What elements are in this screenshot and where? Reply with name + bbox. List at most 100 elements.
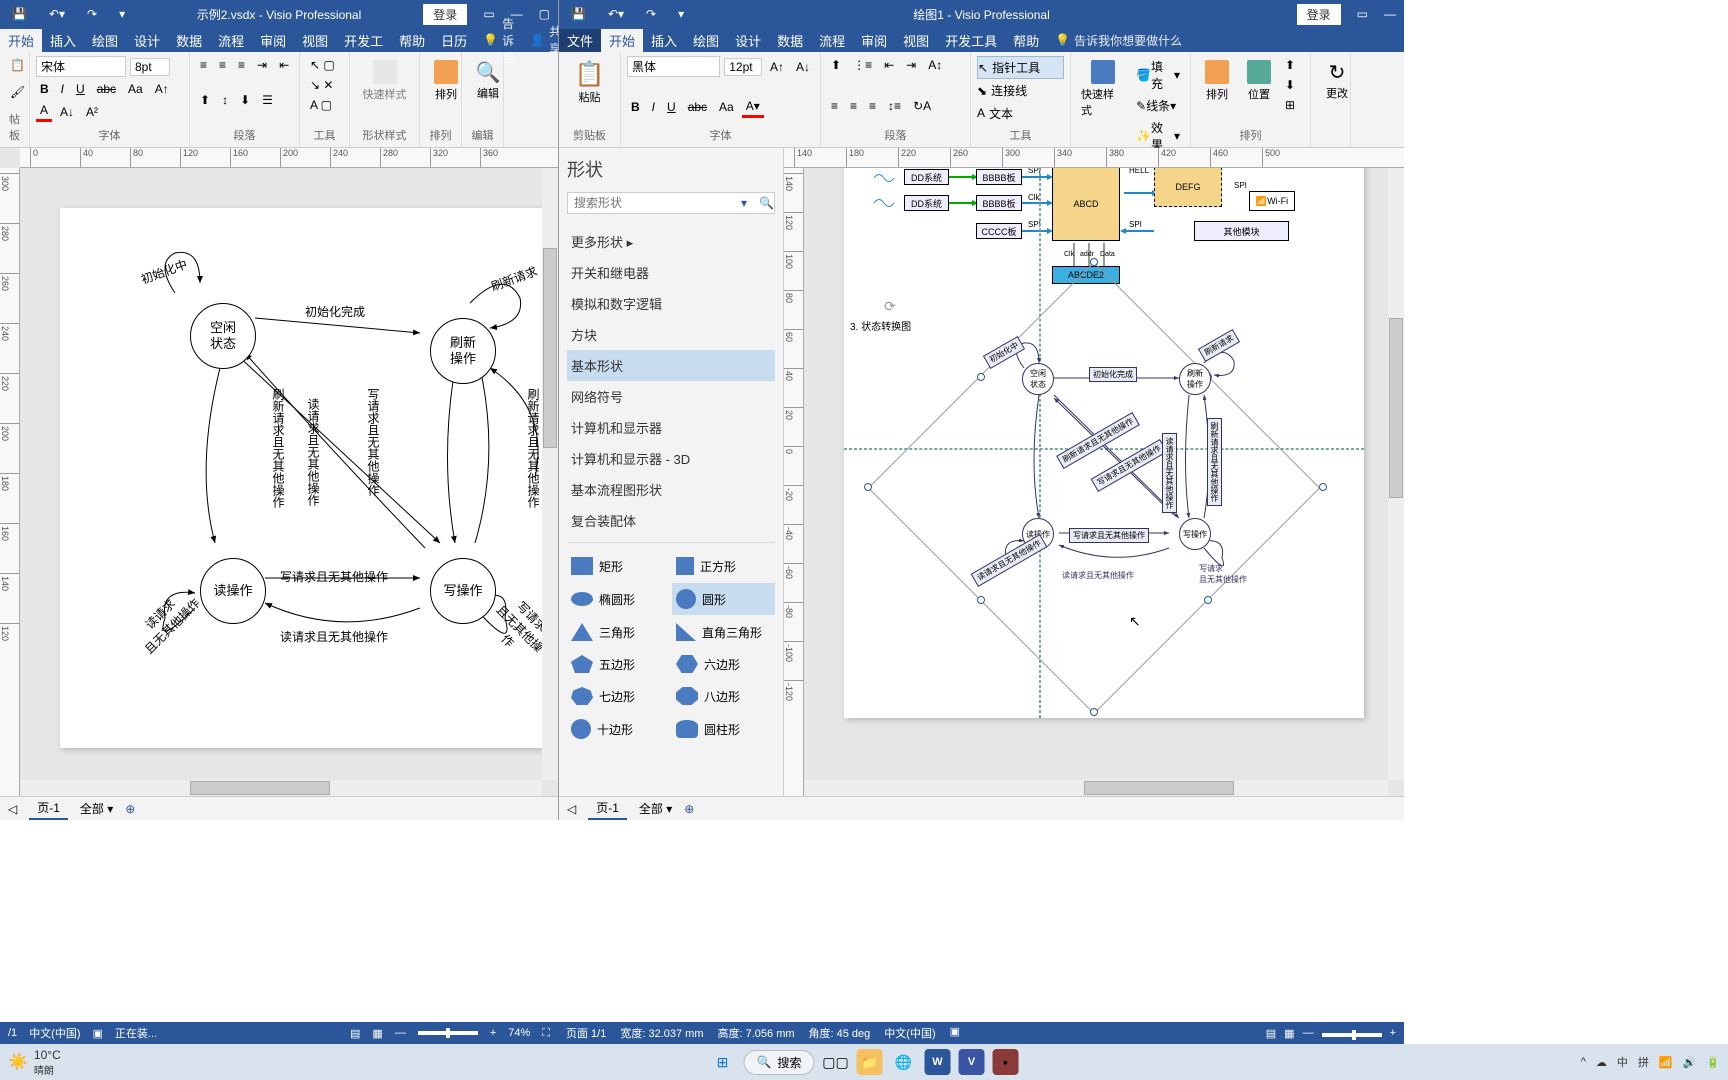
- mini-state-diagram[interactable]: 空闲 状态 刷新 操作 读操作 写操作 初始化中 初始化完成 刷新请求 刷新请求…: [914, 323, 1274, 623]
- tab-design[interactable]: 设计: [126, 29, 168, 52]
- nav-prev-icon[interactable]: ◁: [8, 802, 17, 816]
- right-canvas[interactable]: DD系统 DD系统 BBBB板 BBBB板 CCCC板 ABCD DEFG 📶 …: [804, 168, 1388, 780]
- add-sheet-icon[interactable]: ⊕: [684, 802, 694, 816]
- sel-handle-s[interactable]: [1090, 708, 1098, 716]
- left-scrollbar-h[interactable]: [20, 780, 542, 796]
- shape-rtriangle[interactable]: 直角三角形: [672, 617, 775, 647]
- explorer-icon[interactable]: 📁: [856, 1049, 882, 1075]
- block-diagram[interactable]: DD系统 DD系统 BBBB板 BBBB板 CCCC板 ABCD DEFG 📶 …: [854, 168, 1354, 283]
- quickstyle-button[interactable]: 快速样式: [356, 56, 413, 106]
- left-scrollbar-v[interactable]: [542, 168, 558, 780]
- font-size-select[interactable]: 12pt: [724, 58, 762, 76]
- add-sheet-icon[interactable]: ⊕: [125, 802, 135, 816]
- tab-process[interactable]: 流程: [811, 29, 853, 52]
- text-tool[interactable]: A 文本: [977, 103, 1064, 124]
- send-back-icon[interactable]: ⬇: [1281, 76, 1299, 94]
- undo-icon[interactable]: ↶▾: [600, 3, 632, 25]
- tab-design[interactable]: 设计: [727, 29, 769, 52]
- bullets-icon[interactable]: ☰: [258, 91, 277, 109]
- format-painter-icon[interactable]: 🖌: [6, 83, 29, 101]
- tab-data[interactable]: 数据: [168, 29, 210, 52]
- login-button[interactable]: 登录: [423, 4, 467, 25]
- arrange-button[interactable]: 排列: [1197, 56, 1237, 114]
- cat-block[interactable]: 方块: [567, 319, 775, 350]
- state-idle[interactable]: 空闲 状态: [190, 303, 256, 369]
- zoom-in-icon[interactable]: +: [490, 1027, 496, 1039]
- search-icon[interactable]: 🔍: [753, 193, 780, 213]
- tab-calendar[interactable]: 日历: [433, 29, 475, 52]
- zoom-value[interactable]: 74%: [508, 1027, 530, 1039]
- sel-handle-w[interactable]: [864, 483, 872, 491]
- cat-switch[interactable]: 开关和继电器: [567, 257, 775, 288]
- status-lang[interactable]: 中文(中国): [884, 1025, 935, 1041]
- shape-cylinder[interactable]: 圆柱形: [672, 713, 775, 745]
- shape-pentagon[interactable]: 五边形: [567, 649, 670, 679]
- view-present-icon[interactable]: ▦: [372, 1027, 382, 1040]
- pointer-tool-icon[interactable]: ↖ ▢: [306, 56, 343, 74]
- valign-mid-icon[interactable]: ↕: [218, 91, 232, 109]
- tab-help[interactable]: 帮助: [391, 29, 433, 52]
- valign-top-icon[interactable]: ⬆: [196, 91, 214, 109]
- nav-prev-icon[interactable]: ◁: [567, 802, 576, 816]
- maximize-icon[interactable]: ▢: [531, 3, 558, 25]
- line-menu[interactable]: ✎线条▾: [1132, 95, 1184, 116]
- state-write[interactable]: 写操作: [430, 558, 496, 624]
- change-shape-button[interactable]: ↻更改: [1317, 56, 1357, 105]
- tab-review[interactable]: 审阅: [252, 29, 294, 52]
- tab-view[interactable]: 视图: [294, 29, 336, 52]
- copy-icon[interactable]: 📋: [6, 56, 29, 74]
- bullets-icon[interactable]: ⋮≡: [849, 56, 876, 74]
- tab-dev[interactable]: 开发工具: [937, 29, 1005, 52]
- wifi-icon[interactable]: 📶: [1659, 1056, 1673, 1069]
- shape-ellipse[interactable]: 椭圆形: [567, 583, 670, 615]
- tab-process[interactable]: 流程: [210, 29, 252, 52]
- cat-analog[interactable]: 模拟和数字逻辑: [567, 288, 775, 319]
- state-refresh[interactable]: 刷新 操作: [430, 318, 496, 384]
- position-button[interactable]: 位置: [1239, 56, 1279, 114]
- rotate-text-icon[interactable]: ↻A: [909, 97, 935, 115]
- zoom-out-icon[interactable]: —: [1303, 1027, 1314, 1040]
- tab-home[interactable]: 开始: [601, 29, 643, 52]
- shape-octagon[interactable]: 八边形: [672, 681, 775, 711]
- status-macro-icon[interactable]: ▣: [950, 1025, 960, 1041]
- strike-button[interactable]: abc: [93, 80, 120, 98]
- status-lang[interactable]: 中文(中国): [29, 1025, 80, 1041]
- indent-dec-icon[interactable]: ⇤: [880, 56, 898, 74]
- shapes-search-input[interactable]: [568, 193, 735, 213]
- chrome-icon[interactable]: 🌐: [890, 1049, 916, 1075]
- shape-heptagon[interactable]: 七边形: [567, 681, 670, 711]
- tab-insert[interactable]: 插入: [42, 29, 84, 52]
- weather-widget[interactable]: ☀️ 10°C 晴朗: [8, 1048, 61, 1077]
- line-spacing-icon[interactable]: ↕≡: [884, 97, 905, 115]
- left-canvas[interactable]: 空闲 状态 刷新 操作 读操作 写操作 初始化中 初始化完成 刷新请求 刷新请求…: [20, 168, 542, 780]
- ribbon-mode-icon[interactable]: ▭: [1349, 3, 1376, 25]
- shape-triangle[interactable]: 三角形: [567, 617, 670, 647]
- view-normal-icon[interactable]: ▤: [1266, 1027, 1276, 1040]
- zoom-slider[interactable]: [1322, 1033, 1382, 1037]
- app-icon[interactable]: ▪: [992, 1049, 1018, 1075]
- shape-rect[interactable]: 矩形: [567, 551, 670, 581]
- start-icon[interactable]: ⊞: [710, 1049, 736, 1075]
- align-right-icon[interactable]: ≡: [234, 56, 249, 74]
- font-shrink-icon[interactable]: A↓: [792, 58, 814, 76]
- tab-home[interactable]: 开始: [0, 29, 42, 52]
- state-read[interactable]: 读操作: [200, 558, 266, 624]
- font-color-button[interactable]: A: [36, 101, 52, 122]
- indent-inc-icon[interactable]: ⇥: [253, 56, 271, 74]
- font-grow-icon[interactable]: A↑: [766, 58, 788, 76]
- redo-icon[interactable]: ↷: [79, 3, 105, 25]
- save-icon[interactable]: 💾: [563, 3, 594, 25]
- zoom-slider[interactable]: [418, 1031, 478, 1035]
- cat-computer[interactable]: 计算机和显示器: [567, 412, 775, 443]
- shape-hexagon[interactable]: 六边形: [672, 649, 775, 679]
- tell-me[interactable]: 💡告诉我你想要做什么: [1047, 32, 1190, 49]
- pointer-tool[interactable]: ↖ 指针工具: [977, 56, 1064, 79]
- bold-button[interactable]: B: [36, 80, 53, 98]
- tab-view[interactable]: 视图: [895, 29, 937, 52]
- task-view-icon[interactable]: ▢▢: [822, 1049, 848, 1075]
- shape-decagon[interactable]: 十边形: [567, 713, 670, 745]
- word-icon[interactable]: W: [924, 1049, 950, 1075]
- tab-file[interactable]: 文件: [559, 29, 601, 52]
- shape-square[interactable]: 正方形: [672, 551, 775, 581]
- tab-draw[interactable]: 绘图: [685, 29, 727, 52]
